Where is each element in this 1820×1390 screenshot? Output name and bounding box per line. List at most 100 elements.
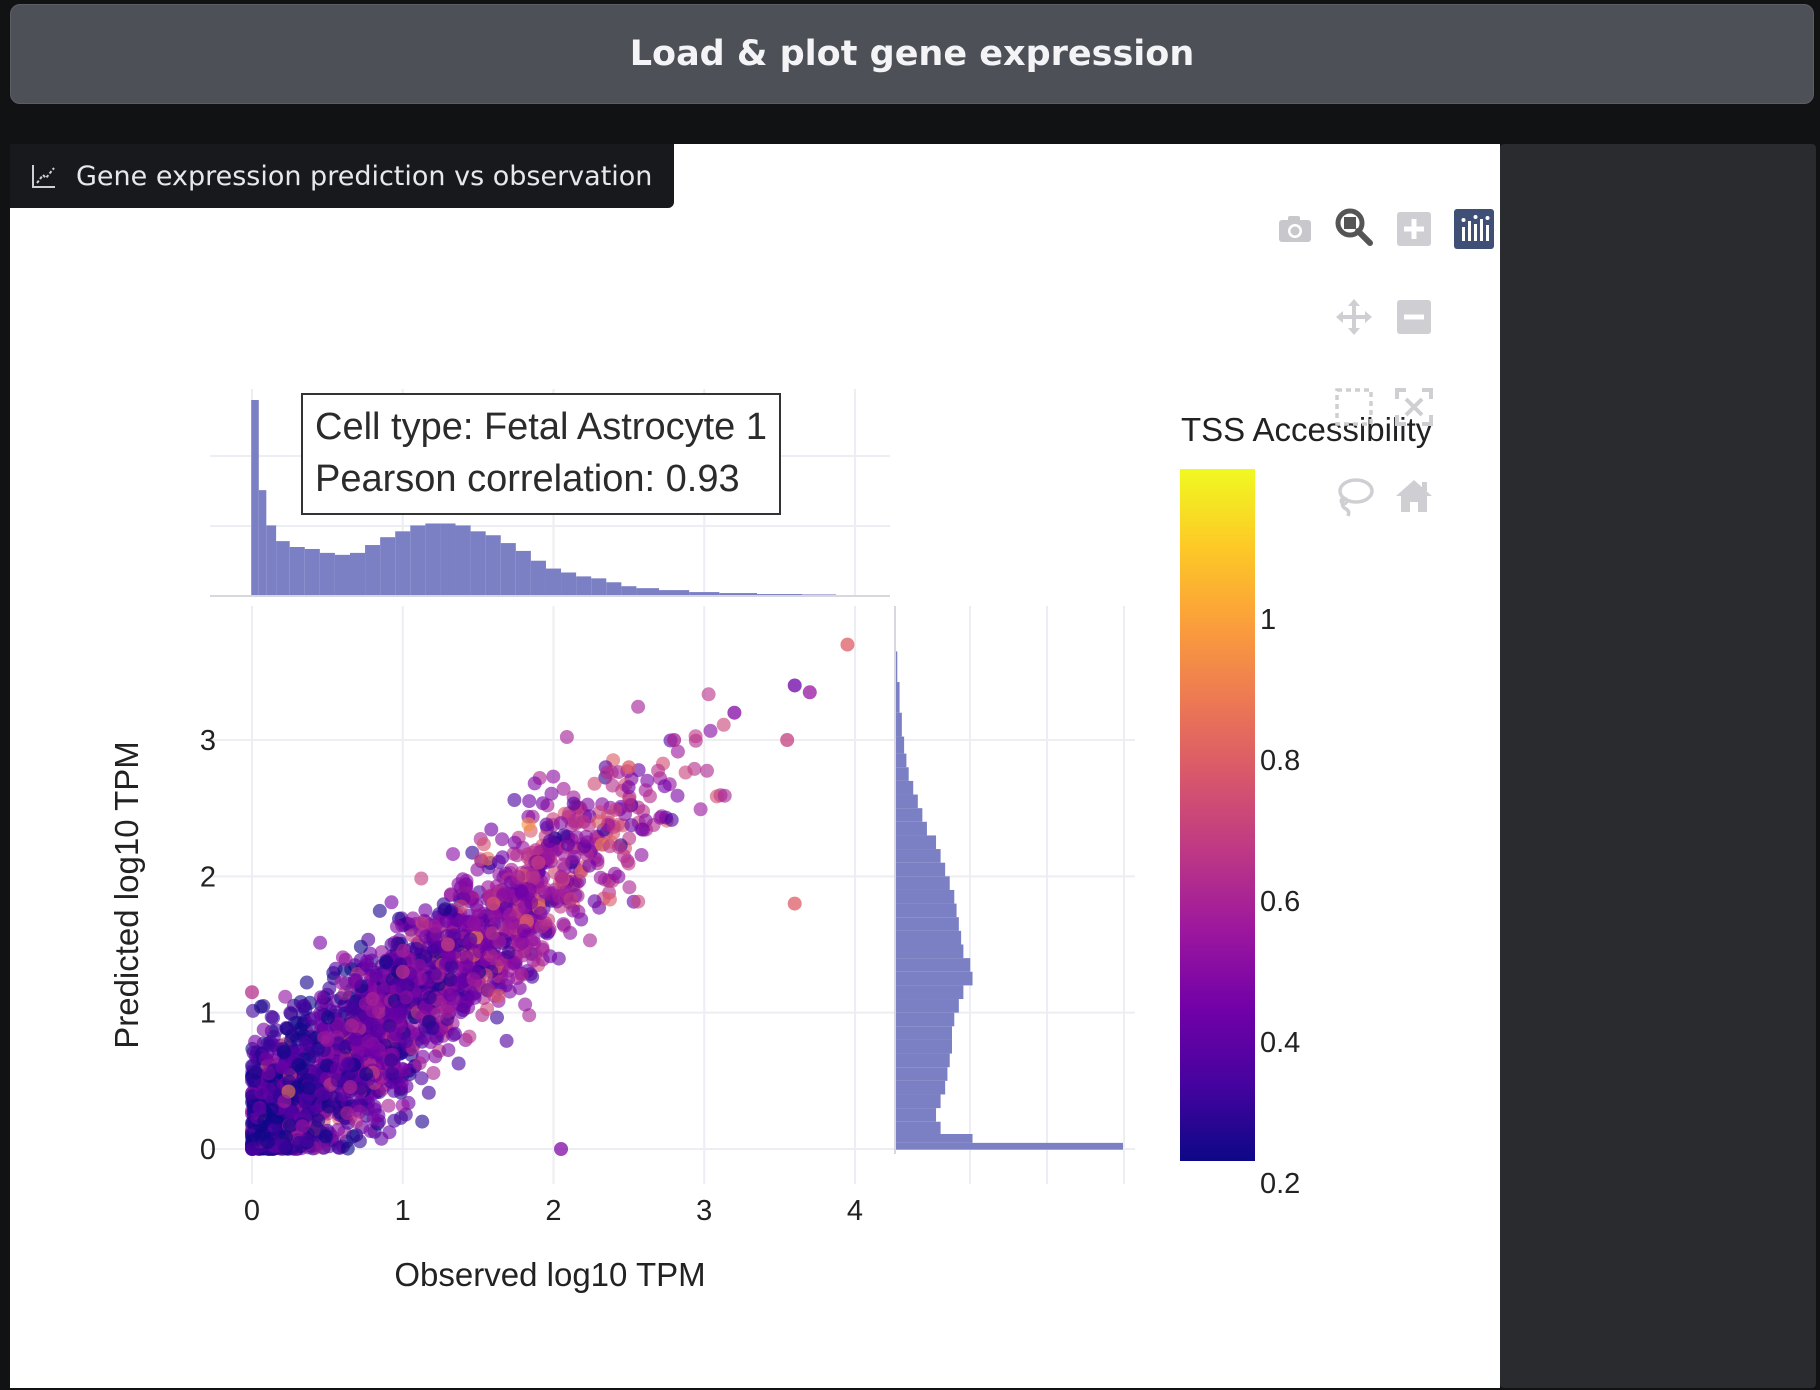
x-histogram-bar <box>515 550 531 596</box>
scatter-point <box>309 1121 324 1136</box>
y-tick-label: 2 <box>200 861 216 893</box>
scatter-point <box>366 1112 381 1127</box>
x-axis-title: Observed log10 TPM <box>394 1256 705 1293</box>
x-histogram-bar <box>545 568 562 596</box>
scatter-point <box>279 1021 294 1036</box>
pan-icon[interactable] <box>1332 295 1376 339</box>
scatter-point <box>622 880 637 895</box>
home-icon[interactable] <box>1392 474 1436 518</box>
x-histogram-bar <box>251 400 259 596</box>
scatter-point <box>491 988 506 1003</box>
scatter-point <box>443 988 458 1003</box>
scatter-point <box>511 870 526 884</box>
y-histogram-bar <box>895 1094 941 1109</box>
scatter-point <box>559 730 574 744</box>
y-histogram-bar <box>895 985 964 1000</box>
scatter-point <box>456 1003 471 1017</box>
zoom-icon[interactable] <box>1332 205 1376 249</box>
scatter-point <box>304 1073 318 1088</box>
scatter-point <box>556 871 570 886</box>
scatter-point <box>428 1049 443 1064</box>
scatter-point <box>295 1119 310 1134</box>
lasso-select-icon[interactable] <box>1332 474 1376 518</box>
scatter-point <box>561 837 575 852</box>
scatter-point <box>503 907 517 922</box>
scatter-point <box>446 847 460 862</box>
y-histogram-bar <box>895 712 902 737</box>
scatter-point <box>443 972 458 987</box>
scatter-point <box>486 896 501 911</box>
scatter-point <box>587 894 602 909</box>
x-histogram-bar <box>258 490 267 596</box>
scatter-point <box>840 637 855 652</box>
panel-tab: Gene expression prediction vs observatio… <box>10 144 675 208</box>
y-histogram-bar <box>895 651 898 683</box>
scatter-point <box>787 678 802 693</box>
x-histogram-bar <box>591 578 607 596</box>
scatter-point <box>313 935 328 950</box>
scatter-point <box>361 1034 376 1049</box>
scatter-point <box>490 1010 504 1025</box>
x-tick-label: 0 <box>244 1195 260 1227</box>
scatter-point <box>608 802 623 817</box>
scatter-point <box>296 999 311 1014</box>
scatter-point <box>414 1071 429 1086</box>
colorbar <box>1180 469 1255 1161</box>
scatter-point <box>700 763 714 778</box>
scatter-point <box>507 793 522 807</box>
box-select-icon[interactable] <box>1332 385 1376 429</box>
x-histogram-bar <box>334 554 350 596</box>
bar-chart-logo-icon[interactable] <box>1452 207 1496 251</box>
scatter-point <box>621 760 636 775</box>
scatter-point <box>631 894 646 909</box>
scatter-point <box>320 1010 335 1025</box>
scatter-point <box>371 1023 386 1038</box>
scatter-point <box>553 816 568 831</box>
scatter-point <box>703 723 718 738</box>
scatter-point <box>299 1133 314 1148</box>
x-tick-label: 1 <box>395 1195 411 1227</box>
zoom-in-icon[interactable] <box>1392 207 1436 251</box>
y-histogram-bar <box>895 958 971 972</box>
y-histogram-bar <box>895 876 950 890</box>
scatter-point <box>727 705 742 720</box>
scatter-point <box>418 903 433 918</box>
x-histogram-bar <box>621 586 637 596</box>
scatter-point <box>602 892 617 907</box>
scatter-point <box>546 769 561 784</box>
autoscale-icon[interactable] <box>1392 385 1436 429</box>
camera-icon[interactable] <box>1273 207 1317 251</box>
scatter-point <box>467 990 482 1005</box>
load-plot-button[interactable]: Load & plot gene expression <box>10 4 1814 104</box>
scatter-point <box>535 942 550 957</box>
scatter-point <box>502 920 517 935</box>
y-histogram-bar <box>895 999 959 1013</box>
colorbar-tick-label: 0.2 <box>1260 1168 1301 1200</box>
y-histogram-bar <box>895 808 923 822</box>
scatter-point <box>480 1002 495 1016</box>
x-histogram-bar <box>606 582 622 596</box>
x-histogram-bar <box>500 543 516 596</box>
scatter-point <box>576 814 591 829</box>
scatter-point <box>447 1026 462 1041</box>
zoom-out-icon[interactable] <box>1392 295 1436 339</box>
scatter-point <box>248 1034 263 1049</box>
scatter-point <box>471 903 485 918</box>
scatter-point <box>664 812 679 827</box>
y-histogram-bar <box>895 821 927 836</box>
scatter-point <box>534 919 549 934</box>
y-histogram-bar <box>895 903 957 918</box>
y-histogram-bar <box>895 1067 948 1081</box>
scatter-point <box>330 1073 345 1088</box>
scatter-point <box>335 950 350 965</box>
y-histogram-bar <box>895 917 959 931</box>
scatter-point <box>384 895 399 910</box>
scatter-point <box>670 788 685 803</box>
x-tick-label: 4 <box>847 1195 863 1227</box>
scatter-point <box>261 1082 276 1097</box>
scatter-point <box>372 903 387 918</box>
scatter-point <box>444 887 458 902</box>
scatter-point <box>701 687 716 702</box>
y-histogram-bar <box>895 1039 952 1054</box>
scatter-point <box>395 1098 410 1113</box>
